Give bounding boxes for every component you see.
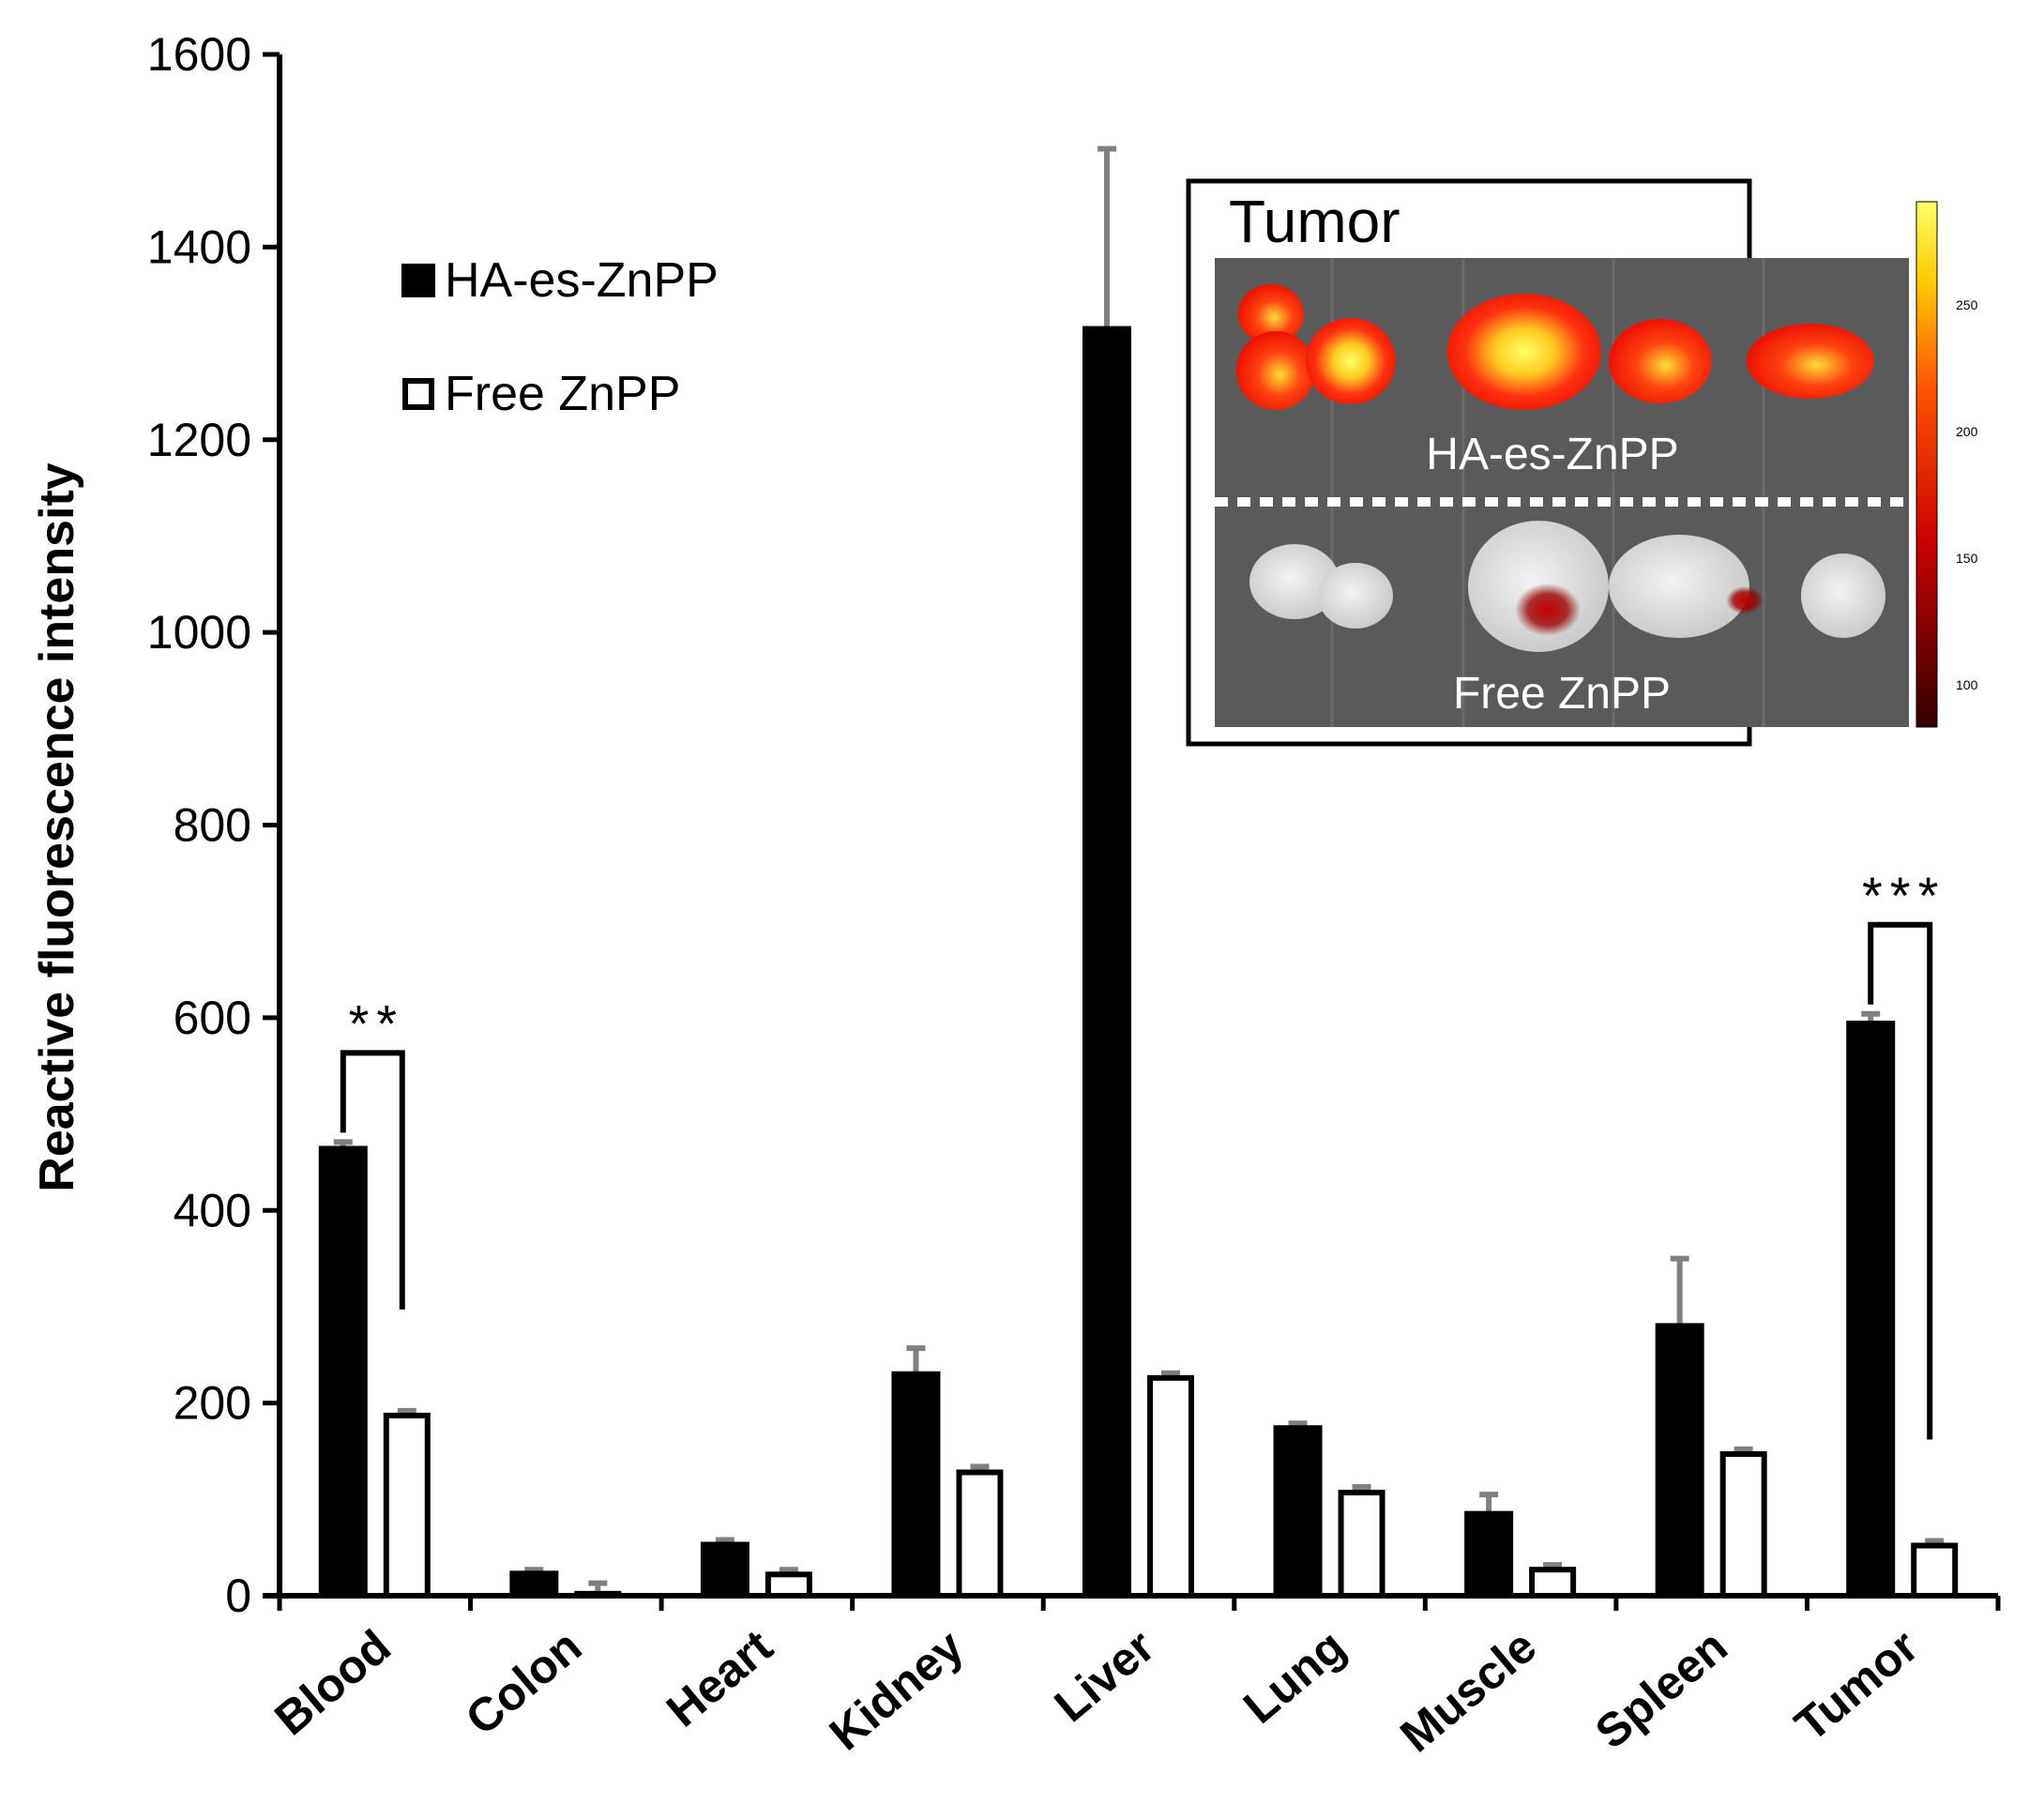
y-tick-label: 800 bbox=[174, 799, 251, 852]
organ-group-free-znpp bbox=[1249, 521, 1885, 652]
y-tick-label: 0 bbox=[225, 1569, 251, 1622]
x-category-label: Spleen bbox=[1585, 1620, 1737, 1759]
legend-swatch-free-znpp bbox=[402, 378, 434, 410]
bar-ha-es-znpp bbox=[1846, 1020, 1896, 1598]
legend-label-free-znpp: Free ZnPP bbox=[445, 367, 680, 421]
bar-free-znpp bbox=[956, 1469, 1004, 1599]
organ-group-ha-es-znpp bbox=[1236, 284, 1874, 410]
y-tick-label: 1000 bbox=[147, 606, 251, 659]
legend-swatch-ha-es-znpp bbox=[401, 264, 435, 297]
bar-ha-es-znpp bbox=[1273, 1425, 1323, 1598]
bar-ha-es-znpp bbox=[1083, 326, 1131, 1598]
inset-title: Tumor bbox=[1229, 188, 1401, 255]
x-category-label: Tumor bbox=[1785, 1620, 1928, 1752]
bar-ha-es-znpp bbox=[1464, 1510, 1514, 1597]
scale-tick-100: 100 bbox=[1956, 677, 1978, 692]
legend-label-ha-es-znpp: HA-es-ZnPP bbox=[445, 253, 719, 308]
x-category-label: Lung bbox=[1234, 1620, 1355, 1734]
y-axis: 0 200 400 600 800 1000 1200 1400 1600 bbox=[147, 28, 282, 1622]
significance-bracket bbox=[340, 1050, 405, 1310]
significance-brackets: ***** bbox=[340, 866, 1946, 1440]
bar-free-znpp bbox=[1911, 1542, 1959, 1599]
bar-free-znpp bbox=[1147, 1374, 1194, 1599]
x-category-label: Colon bbox=[456, 1620, 591, 1746]
significance-bracket bbox=[1868, 921, 1933, 1440]
y-tick-label: 400 bbox=[174, 1184, 251, 1236]
bar-ha-es-znpp bbox=[700, 1541, 749, 1597]
scale-tick-150: 150 bbox=[1956, 551, 1978, 566]
x-category-label: Kidney bbox=[820, 1619, 974, 1760]
inset-label-free-znpp: Free ZnPP bbox=[1453, 669, 1671, 719]
y-tick-label: 1600 bbox=[147, 28, 251, 81]
scale-tick-200: 200 bbox=[1956, 424, 1978, 439]
bar-free-znpp bbox=[1338, 1490, 1385, 1599]
y-tick-label: 200 bbox=[174, 1377, 251, 1430]
significance-label: *** bbox=[1862, 866, 1946, 925]
bars bbox=[318, 145, 1959, 1599]
bar-free-znpp bbox=[765, 1571, 812, 1599]
significance-label: ** bbox=[348, 993, 404, 1053]
bar-ha-es-znpp bbox=[509, 1570, 559, 1597]
x-category-label: Muscle bbox=[1390, 1620, 1546, 1763]
bar-free-znpp bbox=[383, 1412, 431, 1599]
x-category-label: Blood bbox=[265, 1620, 400, 1746]
inset-label-ha-es-znpp: HA-es-ZnPP bbox=[1426, 430, 1678, 479]
y-axis-label: Reactive fluorescence intensity bbox=[30, 462, 84, 1192]
scale-tick-250: 250 bbox=[1956, 297, 1978, 312]
bar-ha-es-znpp bbox=[1655, 1323, 1704, 1597]
inset-photo-content: HA-es-ZnPP Free ZnPP 250 200 150 100 bbox=[1215, 201, 1978, 728]
y-tick-label: 600 bbox=[174, 992, 251, 1044]
bar-free-znpp bbox=[1719, 1450, 1767, 1599]
y-tick-label: 1400 bbox=[147, 220, 251, 273]
bar-ha-es-znpp bbox=[891, 1371, 941, 1598]
x-category-label: Heart bbox=[657, 1619, 782, 1736]
color-scale-bar bbox=[1915, 201, 1938, 728]
legend: HA-es-ZnPP Free ZnPP bbox=[401, 253, 719, 421]
x-axis: Blood Colon Heart Kidney Liver Lung Muscle Sple… bbox=[263, 1593, 2001, 1763]
bar-free-znpp bbox=[1529, 1567, 1577, 1599]
x-category-label: Liver bbox=[1045, 1620, 1165, 1733]
y-tick-label: 1200 bbox=[147, 414, 251, 466]
bar-free-znpp bbox=[574, 1590, 622, 1599]
bar-ha-es-znpp bbox=[318, 1145, 368, 1597]
